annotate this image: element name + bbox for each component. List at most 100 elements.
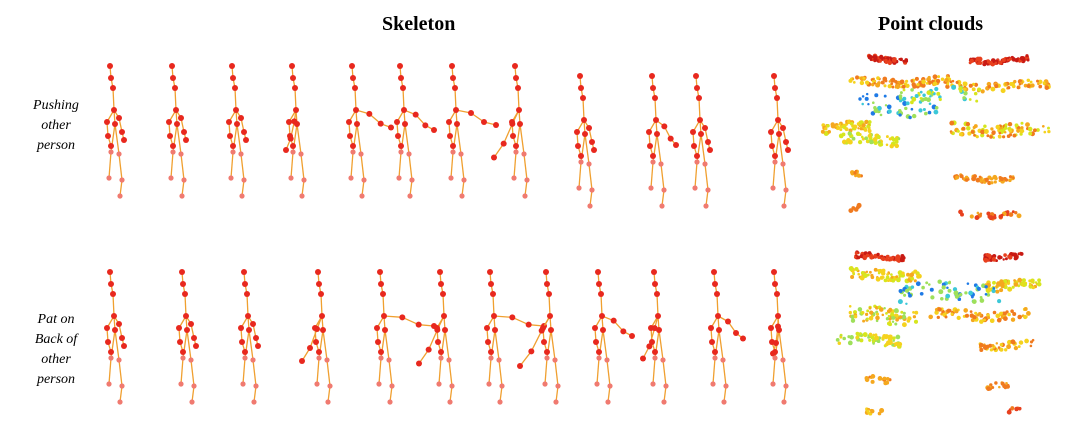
- point-cloud-point: [887, 334, 893, 340]
- skeleton-joint: [449, 383, 455, 389]
- skeleton-bone: [409, 179, 413, 197]
- point-cloud-point: [1013, 345, 1019, 351]
- point-cloud-point: [911, 96, 917, 102]
- point-cloud-point: [880, 256, 884, 260]
- skeleton-bone: [300, 153, 305, 181]
- skeleton-joint: [183, 137, 189, 143]
- skeleton-joint: [647, 143, 653, 149]
- point-cloud-point: [944, 315, 948, 319]
- point-cloud-point: [937, 307, 942, 312]
- skeleton-joint: [544, 349, 550, 355]
- point-cloud-point: [862, 76, 866, 80]
- row-label-line: Pushing: [33, 98, 79, 113]
- point-cloud-point: [857, 139, 863, 145]
- skeleton-bone: [236, 123, 242, 155]
- skeleton-joint: [707, 147, 713, 153]
- skeleton-joint: [776, 131, 782, 137]
- skeleton-joint: [409, 177, 415, 183]
- point-cloud-point: [973, 133, 976, 137]
- point-cloud-point: [921, 285, 925, 290]
- point-cloud-point: [1034, 281, 1038, 284]
- skeleton-joint: [525, 321, 532, 328]
- skeleton-joint: [552, 357, 558, 363]
- point-cloud-point: [913, 269, 918, 274]
- skeleton-joint: [488, 349, 494, 355]
- point-cloud-point: [850, 274, 855, 280]
- point-cloud-point: [995, 289, 1000, 294]
- point-cloud-point: [839, 335, 843, 339]
- point-cloud-point: [972, 82, 976, 86]
- point-cloud-point: [938, 97, 942, 102]
- point-cloud-point: [887, 314, 891, 318]
- point-cloud-point: [925, 281, 929, 285]
- point-cloud-point: [919, 291, 924, 296]
- point-cloud-point: [1044, 85, 1050, 90]
- point-cloud-point: [1018, 340, 1024, 345]
- point-cloud-point: [856, 173, 861, 178]
- point-cloud-point: [918, 108, 923, 113]
- point-cloud-point: [975, 135, 979, 139]
- point-cloud-point: [859, 80, 865, 86]
- point-cloud-point: [964, 291, 968, 295]
- skeleton-bone: [716, 293, 719, 317]
- skeleton-joint: [107, 269, 113, 275]
- skeleton-joint: [230, 75, 236, 81]
- skeleton-joint: [714, 291, 720, 297]
- skeleton-bone: [712, 357, 716, 385]
- point-cloud-point: [837, 341, 842, 345]
- point-cloud-point: [856, 202, 862, 208]
- skeleton-joint: [435, 339, 441, 345]
- skeleton-joint: [415, 321, 422, 328]
- point-cloud-point: [914, 93, 919, 99]
- point-cloud-point: [860, 311, 864, 315]
- skeleton-bone: [356, 123, 362, 155]
- skeleton-joint: [293, 107, 299, 113]
- point-cloud-point: [949, 80, 953, 84]
- skeleton-bone: [294, 87, 297, 111]
- skeleton-bone: [290, 151, 294, 179]
- point-cloud-point: [953, 290, 959, 296]
- skeleton-joint: [253, 335, 259, 341]
- point-cloud-point: [870, 111, 876, 116]
- point-cloud-point: [968, 290, 973, 296]
- point-cloud-point: [884, 257, 889, 262]
- point-cloud-point: [1004, 348, 1008, 352]
- point-cloud-point: [973, 91, 978, 96]
- skeleton-joint: [318, 291, 324, 297]
- skeleton-bone: [404, 123, 410, 155]
- skeleton-joint: [116, 357, 122, 363]
- point-cloud-point: [931, 90, 935, 94]
- point-cloud-point: [872, 342, 875, 345]
- skeleton-joint: [400, 85, 406, 91]
- skeleton-2-5: [374, 269, 437, 405]
- skeleton-joint: [454, 121, 460, 127]
- skeleton-joint: [661, 187, 667, 193]
- point-cloud-point: [898, 98, 903, 103]
- point-cloud-point: [1006, 409, 1012, 415]
- skeleton-joint: [378, 281, 384, 287]
- point-cloud-point: [1014, 211, 1018, 215]
- skeleton-joint: [574, 129, 580, 135]
- point-cloud-point: [934, 310, 939, 315]
- point-cloud-point: [1038, 79, 1043, 84]
- point-cloud-point: [1014, 406, 1019, 412]
- skeleton-bone: [118, 359, 123, 387]
- skeleton-joint: [667, 135, 674, 142]
- point-cloud-point: [978, 61, 983, 65]
- skeleton-joint: [119, 177, 125, 183]
- skeleton-joint: [301, 177, 307, 183]
- skeleton-joint: [184, 327, 190, 333]
- point-cloud-point: [855, 335, 859, 340]
- point-cloud-point: [823, 131, 829, 136]
- point-cloud-point: [850, 314, 855, 320]
- skeleton-joint: [652, 281, 658, 287]
- point-cloud-point: [859, 338, 864, 343]
- skeleton-bone: [705, 189, 709, 207]
- skeleton-joint: [694, 153, 700, 159]
- point-cloud-point: [1017, 314, 1022, 320]
- skeleton-joint: [361, 177, 367, 183]
- skeleton-joint: [174, 121, 180, 127]
- point-cloud-point: [964, 314, 969, 318]
- point-cloud-point: [1017, 345, 1021, 349]
- point-cloud-point: [986, 386, 991, 392]
